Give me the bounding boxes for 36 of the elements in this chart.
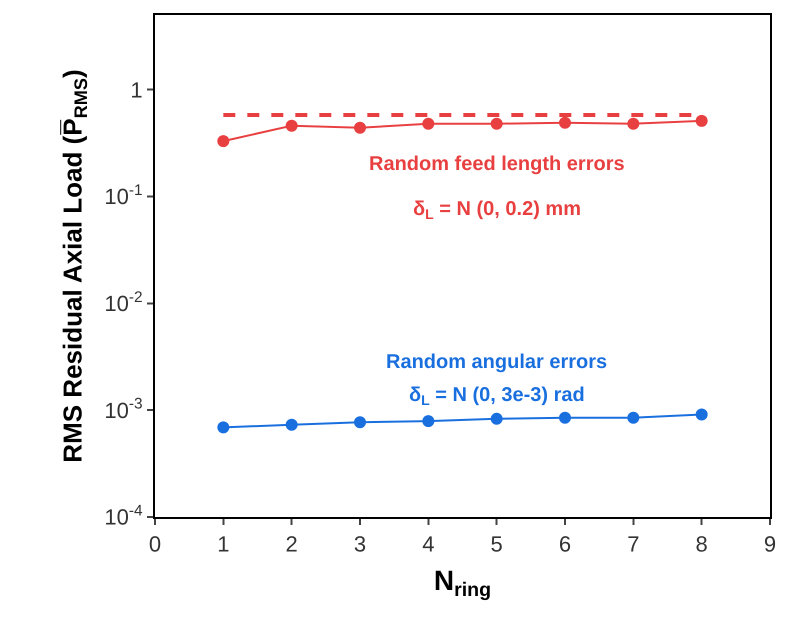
point: [627, 118, 640, 130]
point: [696, 114, 708, 127]
point: [490, 118, 503, 130]
series-label: Random feed length errors: [369, 153, 625, 175]
point: [354, 122, 366, 134]
point: [422, 415, 434, 428]
point: [422, 118, 434, 130]
x-tick-label: 2: [286, 531, 298, 556]
point: [354, 416, 366, 428]
x-tick-label: 9: [764, 531, 776, 556]
text: Random angular errors: [386, 351, 608, 373]
point: [286, 120, 298, 132]
point: [559, 116, 571, 129]
x-tick-label: 3: [354, 531, 366, 556]
x-tick-label: 8: [696, 531, 708, 556]
x-tick-label: 7: [627, 531, 640, 556]
x-tick-label: 6: [558, 531, 572, 556]
y-tick-label: 10$^{-2}$: [104, 288, 143, 316]
point: [559, 412, 571, 424]
point: [286, 418, 298, 431]
y-tick-label: 10$^{-3}$: [104, 396, 143, 423]
point: [217, 421, 230, 434]
y-tick-label: 10$^{-4}$: [104, 502, 144, 530]
x-axis-title: N$_{ring}$: [434, 565, 492, 601]
y-tick-label: 10$^{-1}$: [104, 182, 143, 210]
point: [627, 412, 640, 424]
annotation: δ$_{L}$ = N (0, 3e-3) rad: [409, 384, 585, 408]
point: [696, 408, 708, 421]
x-tick-label: 1: [217, 531, 230, 556]
annotation: δ$_{L}$ = N (0, 0.2) mm: [413, 198, 581, 222]
x-tick-label: 5: [490, 531, 503, 556]
point: [490, 412, 503, 425]
point: [217, 135, 230, 148]
x-tick-label: 0: [148, 531, 162, 556]
y-tick-label: 1: [130, 77, 143, 102]
x-tick-label: 4: [422, 531, 434, 556]
